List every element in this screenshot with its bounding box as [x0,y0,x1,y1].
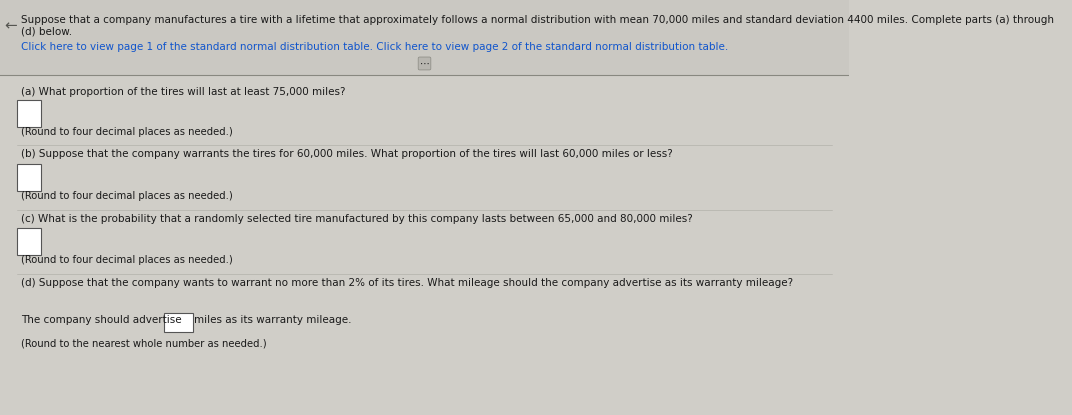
Text: (Round to four decimal places as needed.): (Round to four decimal places as needed.… [21,191,233,201]
Text: (c) What is the probability that a randomly selected tire manufactured by this c: (c) What is the probability that a rando… [21,214,693,224]
Text: (d) Suppose that the company wants to warrant no more than 2% of its tires. What: (d) Suppose that the company wants to wa… [21,278,793,288]
FancyBboxPatch shape [17,100,41,127]
Text: (Round to four decimal places as needed.): (Round to four decimal places as needed.… [21,127,233,137]
Text: Suppose that a company manufactures a tire with a lifetime that approximately fo: Suppose that a company manufactures a ti… [21,15,1054,24]
Text: ⋯: ⋯ [419,59,430,68]
Text: ←: ← [4,19,17,34]
Text: (Round to the nearest whole number as needed.): (Round to the nearest whole number as ne… [21,338,267,348]
FancyBboxPatch shape [17,164,41,191]
Text: The company should advertise: The company should advertise [21,315,182,325]
Text: Click here to view page 1 of the standard normal distribution table. Click here : Click here to view page 1 of the standar… [21,42,729,51]
FancyBboxPatch shape [0,0,849,75]
FancyBboxPatch shape [17,228,41,255]
Text: (d) below.: (d) below. [21,27,72,37]
FancyBboxPatch shape [164,313,193,332]
Text: miles as its warranty mileage.: miles as its warranty mileage. [194,315,351,325]
Text: (Round to four decimal places as needed.): (Round to four decimal places as needed.… [21,255,233,265]
Text: (b) Suppose that the company warrants the tires for 60,000 miles. What proportio: (b) Suppose that the company warrants th… [21,149,673,159]
Text: (a) What proportion of the tires will last at least 75,000 miles?: (a) What proportion of the tires will la… [21,87,346,97]
